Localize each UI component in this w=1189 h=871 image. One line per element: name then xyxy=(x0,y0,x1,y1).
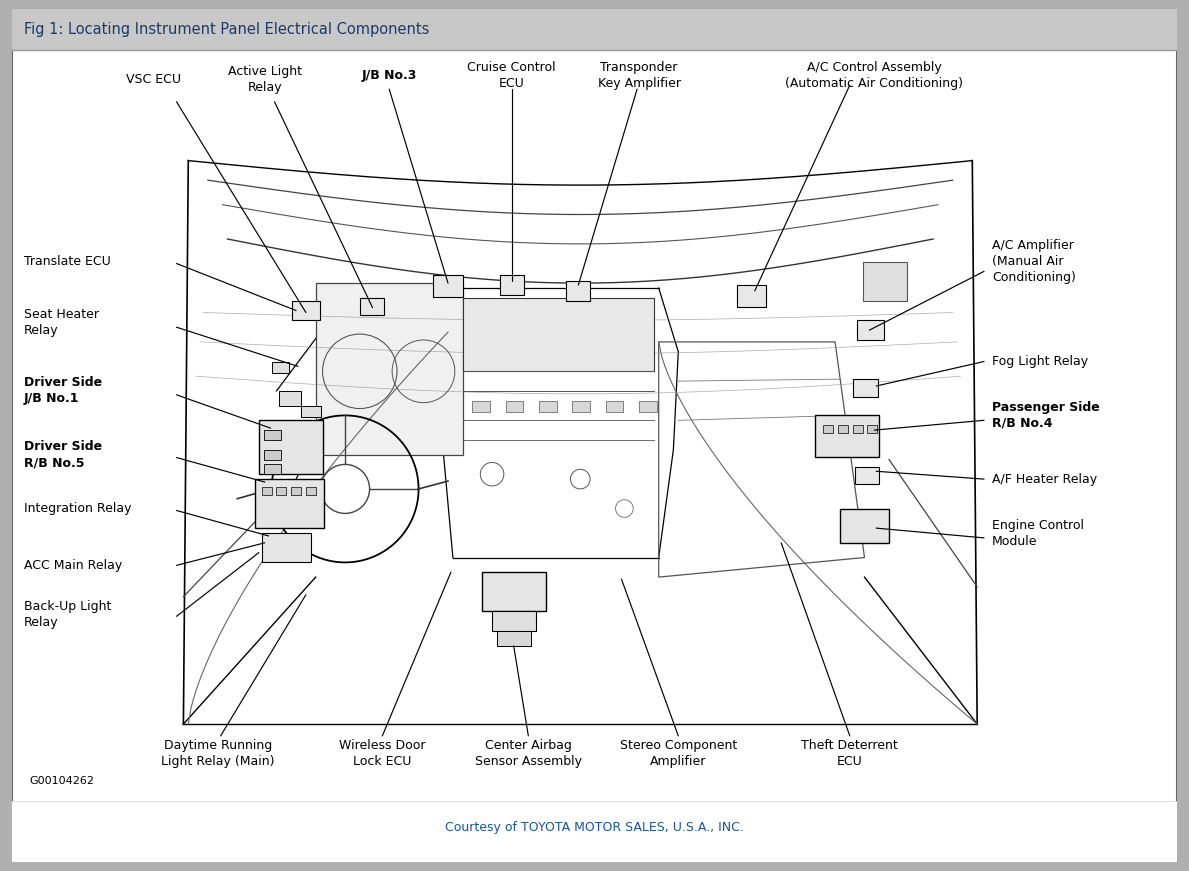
Text: Fig 1: Locating Instrument Panel Electrical Components: Fig 1: Locating Instrument Panel Electri… xyxy=(24,22,429,37)
Text: Back-Up Light
Relay: Back-Up Light Relay xyxy=(24,600,111,629)
Bar xyxy=(823,425,833,433)
Bar xyxy=(254,479,323,528)
Bar xyxy=(12,800,1177,862)
Text: ACC Main Relay: ACC Main Relay xyxy=(24,559,122,572)
Text: G00104262: G00104262 xyxy=(30,776,95,786)
Text: Driver Side
R/B No.5: Driver Side R/B No.5 xyxy=(24,440,102,469)
Text: Passenger Side
R/B No.4: Passenger Side R/B No.4 xyxy=(992,401,1100,430)
Bar xyxy=(856,321,885,340)
Text: Driver Side
J/B No.1: Driver Side J/B No.1 xyxy=(24,376,102,405)
Bar xyxy=(262,533,310,563)
Bar xyxy=(839,509,889,543)
Bar xyxy=(868,425,877,433)
Bar xyxy=(572,401,590,413)
Bar xyxy=(264,449,282,460)
Bar xyxy=(816,415,879,456)
Bar xyxy=(737,285,767,307)
Bar xyxy=(855,468,879,484)
Bar xyxy=(640,401,656,413)
Bar xyxy=(566,281,590,300)
Bar xyxy=(12,9,1177,50)
Bar xyxy=(279,391,301,406)
Bar xyxy=(605,401,623,413)
Bar xyxy=(292,300,320,321)
Bar xyxy=(271,361,289,374)
Bar xyxy=(862,261,907,300)
Bar xyxy=(277,487,287,495)
Bar xyxy=(264,464,282,474)
Text: Daytime Running
Light Relay (Main): Daytime Running Light Relay (Main) xyxy=(161,739,275,768)
Text: Translate ECU: Translate ECU xyxy=(24,255,111,268)
Bar xyxy=(853,425,862,433)
Bar xyxy=(499,275,524,295)
Text: Courtesy of TOYOTA MOTOR SALES, U.S.A., INC.: Courtesy of TOYOTA MOTOR SALES, U.S.A., … xyxy=(445,820,743,834)
Bar xyxy=(497,631,531,645)
Text: Center Airbag
Sensor Assembly: Center Airbag Sensor Assembly xyxy=(474,739,581,768)
Text: Seat Heater
Relay: Seat Heater Relay xyxy=(24,307,99,337)
Text: Active Light
Relay: Active Light Relay xyxy=(228,64,302,94)
Text: Cruise Control
ECU: Cruise Control ECU xyxy=(467,61,556,90)
Text: Fog Light Relay: Fog Light Relay xyxy=(992,355,1088,368)
Text: VSC ECU: VSC ECU xyxy=(126,73,182,85)
Bar xyxy=(433,275,463,297)
Bar xyxy=(264,430,282,440)
Text: Engine Control
Module: Engine Control Module xyxy=(992,518,1084,548)
Bar xyxy=(539,401,556,413)
Bar xyxy=(301,406,321,417)
Bar xyxy=(463,298,654,371)
Text: Wireless Door
Lock ECU: Wireless Door Lock ECU xyxy=(339,739,426,768)
Bar xyxy=(838,425,848,433)
Text: Stereo Component
Amplifier: Stereo Component Amplifier xyxy=(619,739,737,768)
Bar xyxy=(316,283,463,455)
Bar xyxy=(262,487,271,495)
Bar xyxy=(259,421,322,474)
Text: Integration Relay: Integration Relay xyxy=(24,502,131,515)
Text: A/C Amplifier
(Manual Air
Conditioning): A/C Amplifier (Manual Air Conditioning) xyxy=(992,239,1076,284)
Bar xyxy=(505,401,523,413)
Bar xyxy=(492,611,536,631)
Bar xyxy=(483,572,546,611)
Bar xyxy=(306,487,316,495)
Bar xyxy=(853,379,879,397)
Text: A/C Control Assembly
(Automatic Air Conditioning): A/C Control Assembly (Automatic Air Cond… xyxy=(785,61,963,90)
Bar xyxy=(291,487,301,495)
Text: Transponder
Key Amplifier: Transponder Key Amplifier xyxy=(598,61,680,90)
Bar xyxy=(472,401,490,413)
Text: Theft Deterrent
ECU: Theft Deterrent ECU xyxy=(801,739,898,768)
Bar xyxy=(360,298,384,315)
Text: J/B No.3: J/B No.3 xyxy=(361,69,417,82)
Text: A/F Heater Relay: A/F Heater Relay xyxy=(992,473,1097,486)
